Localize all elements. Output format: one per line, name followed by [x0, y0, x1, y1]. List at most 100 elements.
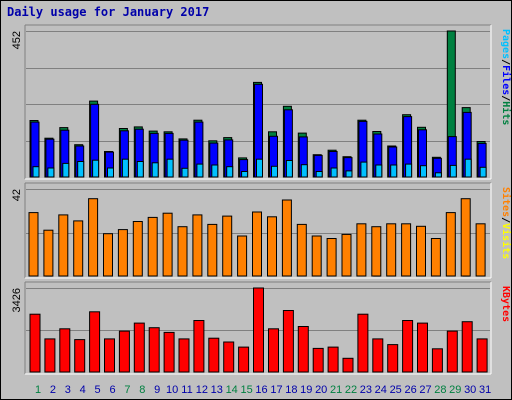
x-tick-label: 11: [181, 384, 192, 396]
kbytes-bar-kbytes: [297, 326, 309, 373]
legend-separator: /: [500, 59, 511, 65]
kbytes-bar-kbytes: [342, 357, 354, 373]
x-tick-label: 18: [285, 384, 297, 396]
kbytes-legend: KBytes: [500, 286, 511, 322]
kbytes-bar-kbytes: [104, 338, 115, 373]
x-tick-label: 20: [315, 384, 327, 396]
kbytes-ymax-label: 3426: [11, 288, 23, 312]
visits-sites-bar-sites: [267, 216, 277, 277]
x-tick-label: 6: [109, 384, 115, 396]
hits-files-pages-bar-pages: [77, 161, 85, 178]
kbytes-bar-kbytes: [148, 327, 160, 373]
visits-sites-bar-sites: [296, 223, 307, 277]
visits-sites-bar-sites: [430, 238, 441, 277]
hits-files-pages-bar-pages: [151, 162, 159, 178]
hits-files-pages-bar-pages: [285, 160, 293, 178]
kbytes-bar-kbytes: [327, 346, 339, 373]
x-tick-label: 7: [124, 384, 130, 396]
kbytes-bar-kbytes: [118, 330, 130, 373]
visits-sites-bar-sites: [43, 229, 54, 277]
kbytes-bar-kbytes: [253, 287, 264, 373]
hits-files-pages-bar-pages: [375, 164, 383, 178]
hits-files-pages-bar-pages: [62, 162, 70, 178]
x-tick-label: 19: [300, 384, 312, 396]
visits-sites-bar-sites: [445, 212, 456, 277]
kbytes-bar-kbytes: [29, 313, 41, 373]
x-tick-label: 3: [65, 384, 71, 396]
visits-sites-bar-sites: [252, 211, 262, 277]
kbytes-bar-kbytes: [133, 322, 145, 373]
hits-files-pages-bar-pages: [390, 164, 398, 178]
hits-files-pages-ymax-label: 452: [11, 31, 23, 49]
hits-files-pages-bar-pages: [434, 172, 442, 178]
x-tick-label: 4: [80, 384, 86, 396]
visits-sites-bar-sites: [311, 235, 322, 277]
hits-files-pages-bar-pages: [315, 171, 323, 178]
kbytes-bar-kbytes: [44, 338, 56, 373]
visits-sites-bar-sites: [475, 223, 486, 277]
hits-files-pages-bar-pages: [449, 164, 457, 178]
hits-files-pages-bar-pages: [47, 167, 55, 178]
visits-sites-bar-sites: [281, 199, 292, 277]
kbytes-bar-kbytes: [461, 321, 473, 373]
x-tick-label: 14: [226, 384, 238, 396]
x-tick-label: 31: [479, 384, 491, 396]
hits-files-pages-bar-pages: [420, 165, 427, 178]
kbytes-bar-kbytes: [431, 348, 443, 373]
visits-sites-bar-sites: [416, 225, 426, 277]
hits-files-pages-bar-pages: [121, 158, 129, 178]
x-tick-label: 17: [270, 384, 282, 396]
chart-title: Daily usage for January 2017: [7, 5, 210, 19]
visits-sites-bar-sites: [28, 212, 39, 277]
hits-files-pages-bar-pages: [271, 165, 278, 178]
x-tick-label: 10: [166, 384, 178, 396]
hits-files-pages-bar-pages: [241, 171, 249, 178]
hits-files-pages-bar-pages: [107, 167, 114, 178]
hits-files-pages-bar-pages: [136, 161, 144, 178]
visits-sites-bar-sites: [207, 223, 218, 277]
x-tick-label: 29: [449, 384, 461, 396]
hits-files-pages-bar-pages: [181, 167, 189, 178]
x-tick-label: 24: [375, 384, 387, 396]
kbytes-bar-kbytes: [178, 338, 190, 373]
x-tick-label: 12: [196, 384, 208, 396]
legend-sites: Sites: [500, 187, 511, 217]
x-tick-label: 1: [35, 384, 41, 396]
kbytes-bar-kbytes: [208, 337, 220, 373]
x-tick-label: 21: [330, 384, 342, 396]
visits-sites-bar-sites: [192, 214, 203, 277]
legend-separator: /: [500, 95, 511, 101]
hits-files-pages-bar-pages: [330, 167, 338, 178]
x-tick-label: 25: [390, 384, 402, 396]
x-tick-label: 23: [360, 384, 372, 396]
visits-sites-bar-sites: [356, 223, 367, 277]
visits-sites-bar-sites: [177, 226, 188, 277]
kbytes-bar-kbytes: [312, 347, 324, 373]
visits-sites-bar-sites: [237, 235, 248, 277]
visits-sites-bar-sites: [371, 226, 382, 277]
x-tick-label: 5: [95, 384, 101, 396]
hits-files-pages-legend: Pages/Files/Hits: [500, 29, 511, 125]
visits-sites-bar-sites: [147, 216, 158, 277]
visits-sites-legend: Sites/Visits: [500, 187, 511, 259]
hits-files-pages-bar-pages: [479, 166, 487, 178]
kbytes-bar-kbytes: [238, 346, 250, 373]
kbytes-bar-kbytes: [402, 320, 414, 373]
legend-pages: Pages: [500, 29, 511, 59]
visits-sites-bar-sites: [88, 198, 99, 277]
hits-files-pages-bar-pages: [300, 164, 308, 178]
x-tick-label: 9: [154, 384, 160, 396]
x-tick-label: 2: [50, 384, 56, 396]
visits-sites-bar-sites: [162, 212, 173, 277]
x-tick-label: 16: [255, 384, 267, 396]
kbytes-bar-kbytes: [387, 344, 399, 373]
x-tick-label: 27: [419, 384, 431, 396]
legend-hits: Hits: [500, 101, 511, 125]
kbytes-bar-kbytes: [417, 322, 428, 373]
hits-files-pages-bar-pages: [92, 159, 100, 178]
kbytes-bar-kbytes: [357, 313, 369, 373]
kbytes-bar-kbytes: [74, 339, 86, 373]
hits-files-pages-bar-pages: [464, 158, 472, 178]
visits-sites-bar-sites: [386, 223, 397, 277]
x-tick-label: 13: [211, 384, 223, 396]
